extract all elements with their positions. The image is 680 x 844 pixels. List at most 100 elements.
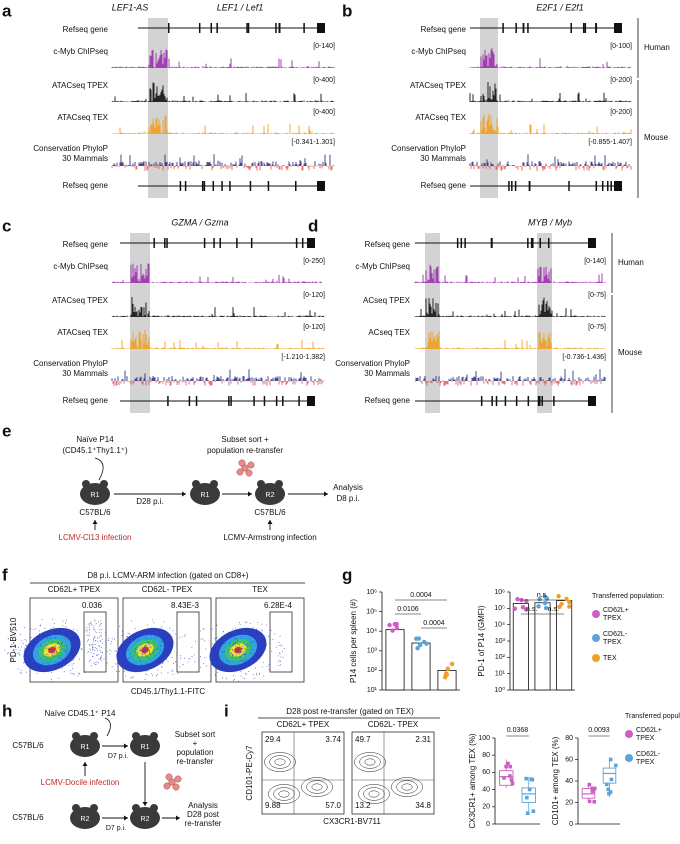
exon [502,23,504,33]
exon [307,238,315,248]
exon [527,396,530,406]
dot [416,636,422,641]
exon [528,181,531,191]
exon [267,181,270,191]
exon [515,396,518,406]
bar [385,629,405,691]
exon [275,396,278,406]
exon [212,181,215,191]
contour [396,780,418,794]
contour [363,787,385,801]
group-label: Mouse [618,348,643,357]
exon [303,23,305,33]
axis-label: CX3CR1+ among TEX (%) [468,733,477,829]
dot [567,604,572,609]
signal-track [414,297,606,317]
arrow-head [82,762,88,766]
conservation-track [469,154,630,166]
exon [167,396,169,406]
gate-value: 6.28E-4 [264,601,293,610]
mouse-label: R1 [201,492,210,499]
dot [593,786,597,791]
legend-label: CD62L+ [603,607,629,614]
y-tick-label: 60 [482,769,490,776]
exon [213,238,215,248]
exon [203,181,206,191]
cell [245,469,253,477]
track-label: 30 Mammals [62,154,108,163]
arrow-head [267,520,273,524]
exon [595,181,598,191]
y-tick-label: 10³ [495,638,506,645]
track-range: [0-100] [610,43,632,50]
dot [392,621,398,627]
label: (CD45.1⁺Thy1.1⁺) [62,446,128,455]
panel-letter: a [2,1,12,20]
contour [269,755,291,769]
dot [604,782,609,787]
exon [168,23,170,33]
contour [264,752,296,772]
dot [542,600,548,606]
arrow-head [124,743,128,749]
exon [514,181,517,191]
exon [236,238,238,248]
p-value: 0.0106 [397,606,419,613]
quadrant-value: 29.4 [265,735,281,744]
track-label: Refseq gene [365,240,411,249]
exon [295,238,298,248]
signal-track [414,264,606,283]
group-label: Human [644,43,670,52]
track-label: ATACseq TEX [57,328,108,337]
p-value: 0.0368 [507,727,529,734]
track-label: 30 Mammals [62,369,108,378]
legend-swatch [592,610,600,618]
track-label: Refseq gene [365,396,411,405]
label: Analysis [333,483,363,492]
mouse-ear [210,480,218,488]
cell [172,783,180,791]
box [602,767,617,784]
y-tick-label: 0 [486,821,490,828]
dot [508,774,512,778]
signal-track [469,48,632,68]
label: LCMV-Armstrong infection [223,533,316,542]
exon [219,238,221,248]
track-label: Refseq gene [421,181,467,190]
contour [268,784,300,804]
track-label: c-Myb ChIPseq [53,47,108,56]
conservation-track [470,166,632,171]
dot [504,764,508,769]
exon [201,181,204,191]
mouse-ear [82,480,90,488]
gate [83,611,107,673]
dot [529,777,534,781]
label: Analysis [188,801,218,810]
exon [203,238,206,248]
signal-track [469,114,632,134]
legend-swatch [592,654,600,662]
arrow-head [248,491,252,497]
dot [509,778,514,782]
p-value: n.s. [537,592,548,599]
cell [241,464,249,472]
exon [179,181,182,191]
y-tick-label: 80 [482,752,490,759]
mouse-label: R2 [81,816,90,823]
plot-title: CD62L- TPEX [368,720,419,729]
track-label: Conservation PhyloP [391,144,466,153]
axis-label: CD101-PE-Cy7 [245,745,254,801]
track-label: c-Myb ChIPseq [53,262,108,271]
panel-letter: h [2,701,12,720]
dot [415,645,420,651]
mouse [130,807,160,829]
exon [164,238,166,248]
y-tick-label: 10¹ [495,671,506,678]
exon [588,238,596,248]
axis-label: CD45.1/Thy1.1-FITC [131,687,205,696]
mouse-ear [132,804,140,812]
track-label: ACseq TEX [368,328,410,337]
dot [587,799,592,804]
mouse [70,807,100,829]
